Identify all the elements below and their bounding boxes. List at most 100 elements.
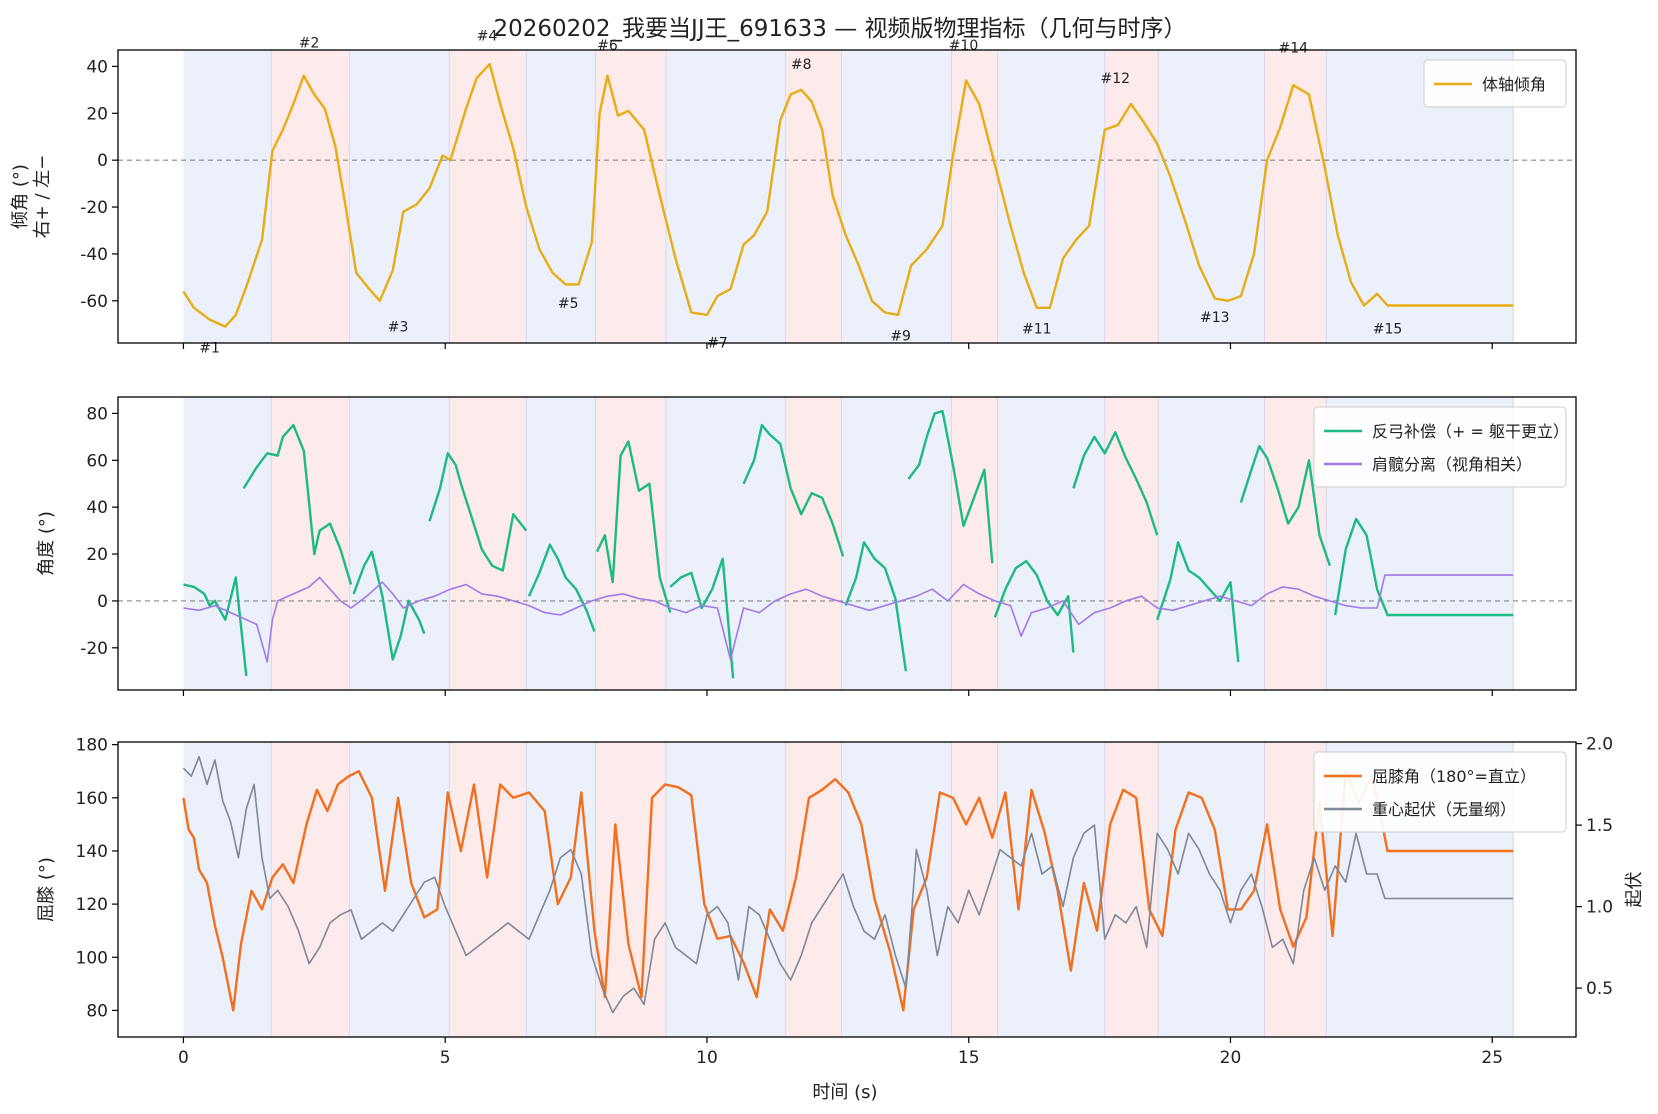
peak-label-2: #2 <box>299 36 320 52</box>
y-axis-label: 倾角 (°)右+ / 左− <box>10 155 53 239</box>
peak-label-12: #12 <box>1101 71 1131 87</box>
peak-label-6: #6 <box>597 38 618 54</box>
y2-axis-label: 起伏 <box>1624 872 1645 908</box>
y2-tick-label: 0.5 <box>1586 979 1613 999</box>
phase-band-5 <box>526 397 596 690</box>
phase-band-13 <box>1158 50 1265 343</box>
phase-band-4 <box>449 397 527 690</box>
y-tick-label: 80 <box>86 404 108 424</box>
x-axis-label: 时间 (s) <box>812 1082 877 1103</box>
series-0-segment-2 <box>242 423 353 585</box>
phase-band-9 <box>841 50 952 343</box>
x-tick-label: 15 <box>958 1048 980 1068</box>
y-tick-label: 0 <box>97 592 108 612</box>
y-tick-label: -60 <box>80 292 108 312</box>
phase-band-13 <box>1158 397 1265 690</box>
y-tick-label: -20 <box>80 639 108 659</box>
plot-frame <box>117 741 1577 1038</box>
y-axis-label-line: 倾角 (°) <box>10 164 31 229</box>
phase-band-11 <box>997 397 1105 690</box>
phase-band-1 <box>183 50 272 343</box>
series-0-segment-6 <box>595 440 672 613</box>
series-0-segment-5 <box>527 543 596 632</box>
panel-tilt: #1 #2 #3 #4 #5 #6 #7 #8 #9 #10 #11 #12 #13 #14 #15 -60 -… <box>10 29 1577 356</box>
series-1-line <box>182 755 1514 1014</box>
y-tick-label: 60 <box>86 451 108 471</box>
series-0-segment-15 <box>1334 517 1514 617</box>
phase-band-11 <box>997 50 1105 343</box>
phase-band-7 <box>666 742 786 1037</box>
series-0-segment-10 <box>907 409 994 564</box>
phase-band-4 <box>449 742 527 1037</box>
peak-label-8: #8 <box>791 57 812 73</box>
y-tick-label: -20 <box>80 198 108 218</box>
peak-label-15: #15 <box>1373 322 1403 338</box>
peak-label-13: #13 <box>1200 310 1230 326</box>
series-0-segment-12 <box>1072 431 1159 536</box>
peak-label-4: #4 <box>477 29 498 45</box>
phase-band-1 <box>183 742 272 1037</box>
legend-box <box>1313 751 1567 833</box>
y-tick-label: -40 <box>80 245 108 265</box>
figure-title: 20260202_我要当JJ王_691633 — 视频版物理指标（几何与时序） <box>493 16 1186 42</box>
phase-band-13 <box>1158 742 1265 1037</box>
legend-entry: 体轴倾角 <box>1482 75 1546 94</box>
series-0-segment-1 <box>183 576 248 677</box>
phase-band-3 <box>349 397 450 690</box>
series-0-segment-7 <box>669 557 735 679</box>
phase-band-11 <box>997 742 1105 1037</box>
y-tick-label: 160 <box>76 789 108 809</box>
peak-label-10: #10 <box>949 38 979 54</box>
legend-box <box>1423 59 1567 108</box>
phase-band-4 <box>449 50 527 343</box>
y-tick-label: 0 <box>97 151 108 171</box>
peak-label-9: #9 <box>890 329 911 345</box>
phase-band-14 <box>1264 50 1327 343</box>
y-tick-label: 120 <box>76 895 108 915</box>
phase-band-7 <box>666 50 786 343</box>
phase-band-10 <box>951 742 998 1037</box>
series-0-segment-14 <box>1239 445 1332 567</box>
x-tick-label: 10 <box>696 1048 718 1068</box>
panel-angle: -20 0 20 40 60 80 角度 (°) 反弓补偿（+ = 躯干更立） 肩髋分离（视角相… <box>36 396 1577 696</box>
peak-label-5: #5 <box>558 296 579 312</box>
phase-band-12 <box>1104 742 1159 1037</box>
series-0-line <box>182 62 1514 328</box>
x-tick-label: 20 <box>1220 1048 1242 1068</box>
y2-tick-label: 1.5 <box>1586 816 1613 836</box>
y2-tick-label: 2.0 <box>1586 735 1613 755</box>
phase-band-2 <box>271 50 350 343</box>
y-tick-label: 20 <box>86 545 108 565</box>
series-0-line <box>182 770 1514 1012</box>
legend-box <box>1313 406 1567 488</box>
y-axis-label: 角度 (°) <box>36 511 57 576</box>
phase-band-3 <box>349 50 450 343</box>
peak-label-7: #7 <box>707 336 728 352</box>
peak-label-1: #1 <box>199 340 220 356</box>
phase-band-7 <box>666 397 786 690</box>
phase-band-6 <box>595 742 667 1037</box>
phase-band-1 <box>183 397 272 690</box>
phase-band-9 <box>841 742 952 1037</box>
series-0-segment-9 <box>844 541 908 672</box>
phase-band-3 <box>349 742 450 1037</box>
series-0-segment-8 <box>742 423 845 557</box>
y-tick-label: 100 <box>76 948 108 968</box>
series-0-segment-4 <box>428 452 528 572</box>
phase-band-9 <box>841 397 952 690</box>
phase-band-2 <box>271 397 350 690</box>
y-tick-label: 80 <box>86 1001 108 1021</box>
legend-entry: 屈膝角（180°=直立） <box>1372 767 1536 786</box>
phase-band-5 <box>526 50 596 343</box>
series-0-segment-3 <box>352 550 426 661</box>
phase-band-12 <box>1104 397 1159 690</box>
legend-entry: 反弓补偿（+ = 躯干更立） <box>1372 422 1569 441</box>
phase-band-5 <box>526 742 596 1037</box>
series-0-segment-13 <box>1156 541 1240 663</box>
plot-frame <box>117 49 1577 344</box>
y-axis-label: 屈膝 (°) <box>36 857 57 922</box>
y-tick-label: 40 <box>86 57 108 77</box>
y2-tick-label: 1.0 <box>1586 898 1613 918</box>
phase-band-12 <box>1104 50 1159 343</box>
